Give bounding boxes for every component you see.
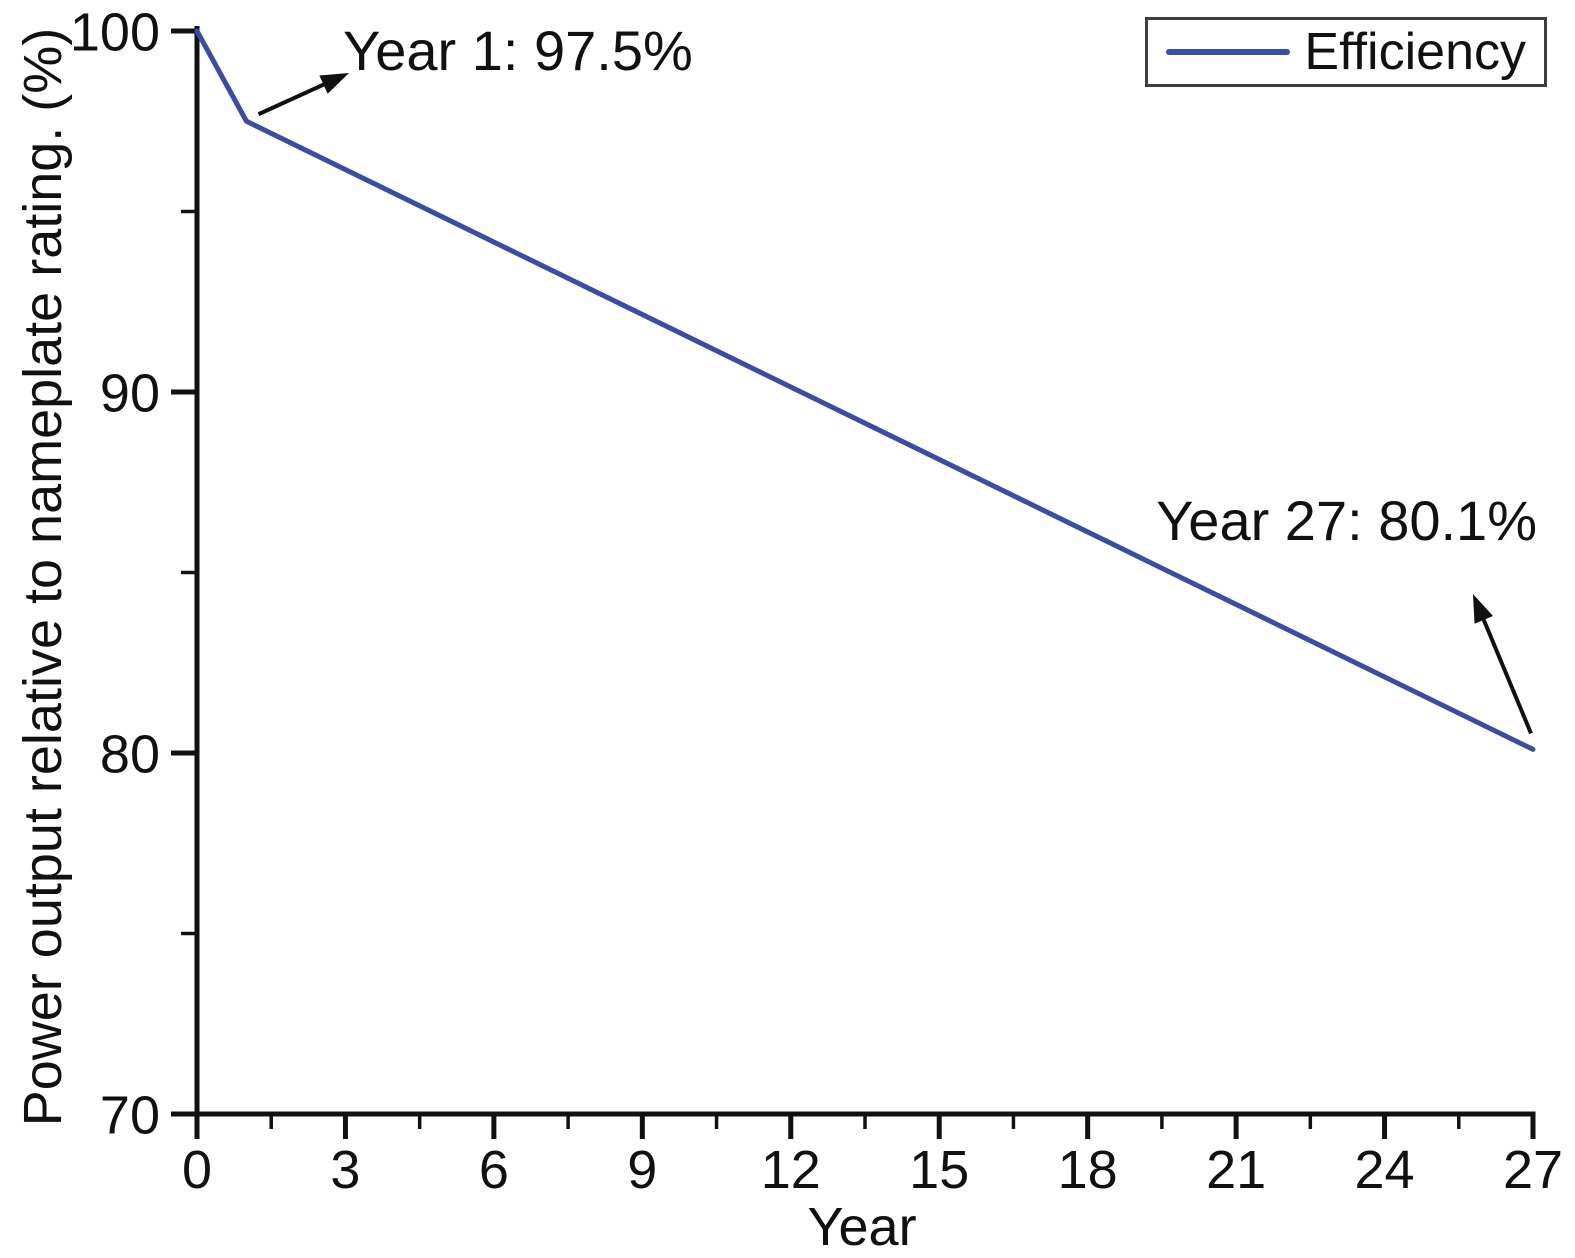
x-tick-label: 21 xyxy=(1206,1140,1266,1200)
y-tick-label: 80 xyxy=(100,724,160,784)
annotation-arrow-head xyxy=(1473,594,1493,624)
x-tick-label: 3 xyxy=(330,1140,360,1200)
x-tick-label: 24 xyxy=(1355,1140,1415,1200)
legend-line-sample xyxy=(1166,49,1291,55)
annotation-arrow-shaft xyxy=(1480,615,1533,735)
annotation-year-27: Year 27: 80.1% xyxy=(1156,489,1537,552)
x-tick-label: 9 xyxy=(627,1140,657,1200)
y-tick-label: 70 xyxy=(100,1085,160,1145)
legend-label-efficiency: Efficiency xyxy=(1304,23,1526,81)
annotation-arrow-shaft xyxy=(257,81,328,117)
x-axis-title: Year xyxy=(807,1197,917,1257)
legend: Efficiency xyxy=(1145,17,1547,87)
y-axis-title: Power output relative to nameplate ratin… xyxy=(13,27,73,1127)
annotation-arrow-head xyxy=(319,73,349,94)
x-tick-label: 6 xyxy=(479,1140,509,1200)
x-tick-label: 18 xyxy=(1058,1140,1118,1200)
annotation-year-1: Year 1: 97.5% xyxy=(343,19,693,82)
x-tick-label: 0 xyxy=(182,1140,212,1200)
efficiency-line xyxy=(194,28,1536,752)
x-tick-label: 15 xyxy=(909,1140,969,1200)
y-tick-label: 90 xyxy=(100,363,160,423)
x-tick-label: 12 xyxy=(761,1140,821,1200)
x-tick-label: 27 xyxy=(1503,1140,1563,1200)
y-tick-label: 100 xyxy=(70,2,160,62)
